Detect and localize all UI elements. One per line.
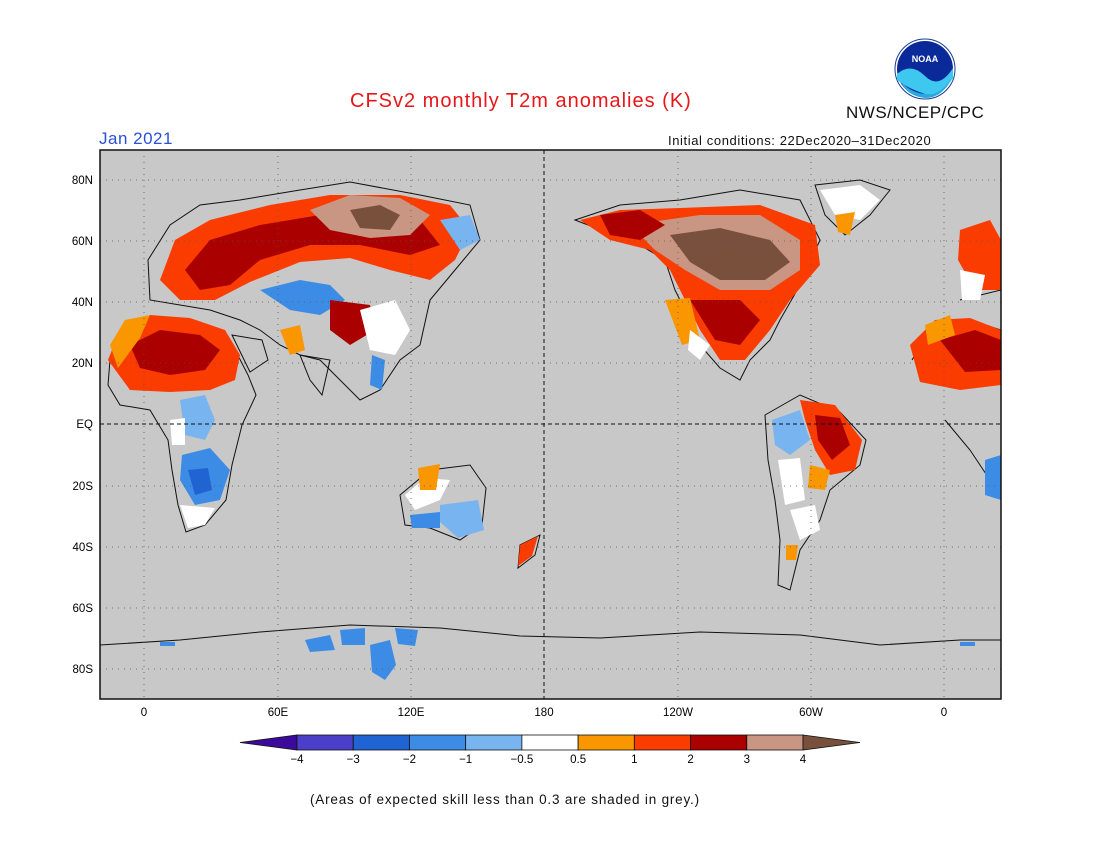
equator-dateline (100, 150, 1001, 699)
lat-label: 40N (72, 297, 93, 309)
lat-label: EQ (76, 419, 93, 431)
colorbar-swatch (690, 734, 748, 751)
lat-label: 20S (73, 481, 94, 493)
lon-label: 120W (663, 707, 693, 719)
lon-labels: 0 60E 120E 180 120W 60W 0 (141, 707, 947, 719)
lat-label: 80N (72, 175, 93, 187)
forecast-month-label: Jan 2021 (99, 129, 173, 148)
lat-label: 60S (73, 603, 94, 615)
noaa-logo-icon: NOAA (894, 38, 956, 100)
lon-label: 0 (941, 707, 947, 719)
lat-label: 80S (73, 664, 94, 676)
anomaly-shading (108, 185, 1001, 680)
colorbar-tick-label: 0.5 (570, 754, 586, 766)
colorbar-swatch (746, 734, 804, 751)
lat-label: 20N (72, 358, 93, 370)
lon-label: 60E (268, 707, 289, 719)
footnote: (Areas of expected skill less than 0.3 a… (310, 792, 700, 807)
lon-label: 0 (141, 707, 147, 719)
lon-label: 120E (398, 707, 425, 719)
map-content (100, 150, 1001, 699)
agency-label: NWS/NCEP/CPC (846, 103, 985, 122)
colorbar-swatch (352, 734, 410, 751)
colorbar-tick-label: −1 (459, 754, 472, 766)
colorbar-tick-label: 4 (800, 754, 807, 766)
colorbar-swatch (409, 734, 467, 751)
colorbar-swatch (802, 734, 861, 751)
lat-labels: 80N 60N 40N 20N EQ 20S 40S 60S 80S (72, 175, 93, 676)
colorbar-swatch (521, 734, 579, 751)
lon-label: 60W (799, 707, 823, 719)
map-frame (99, 149, 1002, 700)
lon-label: 180 (534, 707, 553, 719)
coastlines (100, 179, 1001, 646)
initial-conditions-label: Initial conditions: 22Dec2020–31Dec2020 (668, 133, 932, 148)
colorbar-swatch (465, 734, 523, 751)
colorbar-tick-label: −3 (347, 754, 360, 766)
colorbar-tick-label: 2 (687, 754, 693, 766)
colorbar-swatch (633, 734, 691, 751)
map-grid (100, 150, 1001, 699)
logo-text: NOAA (912, 54, 939, 64)
colorbar-tick-label: −4 (290, 754, 304, 766)
map-title: CFSv2 monthly T2m anomalies (K) (350, 90, 692, 112)
colorbar-swatch (296, 734, 354, 751)
colorbar-tick-label: −2 (403, 754, 416, 766)
colorbar-swatch (577, 734, 635, 751)
colorbar-swatch (239, 734, 298, 751)
colorbar-tick-label: 1 (631, 754, 637, 766)
colorbar-tick-label: −0.5 (511, 754, 534, 766)
colorbar: −4 −3 −2 −1 −0.5 0.5 1 2 3 4 (239, 734, 861, 766)
colorbar-tick-label: 3 (744, 754, 750, 766)
lat-label: 60N (72, 236, 93, 248)
lat-label: 40S (73, 542, 94, 554)
